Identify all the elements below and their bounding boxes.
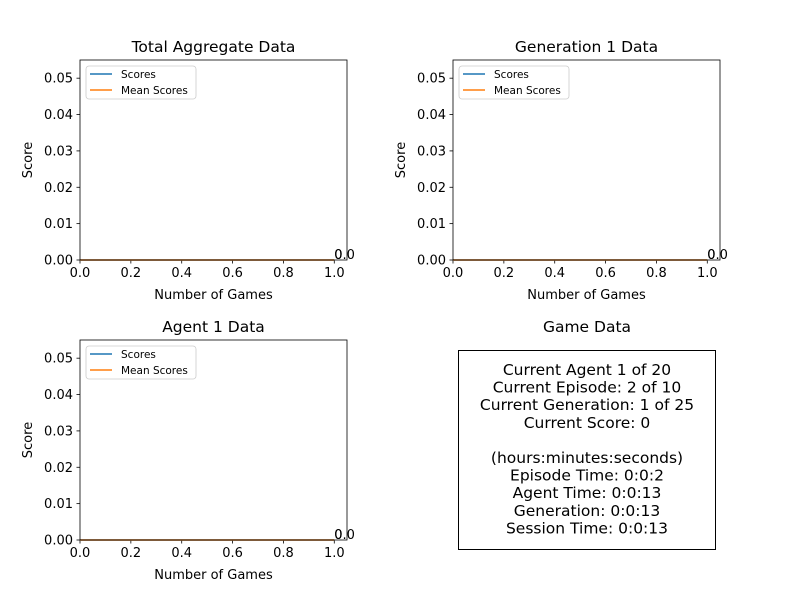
game-data-line: Current Score: 0 bbox=[524, 414, 651, 432]
y-tick-label: 0.00 bbox=[44, 254, 73, 269]
y-tick-label: 0.03 bbox=[44, 144, 73, 159]
chart-panels: Total Aggregate Data 0.0 0.2 0.4 0.6 0.8 1.0 0.… bbox=[21, 38, 728, 583]
y-tick-label: 0.03 bbox=[44, 424, 73, 439]
plot-frame bbox=[79, 339, 348, 541]
x-tick-label: 0.6 bbox=[595, 266, 616, 281]
game-data-line: Current Episode: 2 of 10 bbox=[493, 379, 682, 397]
plot-frame bbox=[79, 59, 348, 261]
legend-entry: Mean Scores bbox=[121, 365, 188, 377]
series-end-label: 0.0 bbox=[707, 248, 728, 263]
series-end-label: 0.0 bbox=[334, 528, 355, 543]
y-tick-label: 0.01 bbox=[44, 497, 73, 512]
x-tick-label: 0.6 bbox=[222, 546, 243, 561]
x-tick-label: 0.2 bbox=[121, 266, 142, 281]
y-axis-label: Score bbox=[21, 142, 36, 178]
x-tick-label: 0.6 bbox=[222, 266, 243, 281]
chart-title: Agent 1 Data bbox=[162, 318, 265, 336]
series-end-label: 0 bbox=[334, 248, 342, 263]
series-end-label: 0 bbox=[334, 528, 342, 543]
legend-box bbox=[85, 65, 197, 100]
y-tick-label: 0.01 bbox=[44, 217, 73, 232]
legend-box bbox=[85, 345, 197, 380]
plot-frame bbox=[452, 59, 721, 261]
y-tick-label: 0.03 bbox=[417, 144, 446, 159]
x-tick-label: 0.2 bbox=[494, 266, 515, 281]
chart-title: Generation 1 Data bbox=[515, 38, 658, 56]
x-tick-label: 0.0 bbox=[70, 546, 91, 561]
x-tick-label: 1.0 bbox=[324, 546, 345, 561]
x-tick-label: 0.4 bbox=[171, 266, 192, 281]
game-data-line: Agent Time: 0:0:13 bbox=[513, 484, 662, 502]
series-end-label: 0 bbox=[707, 248, 715, 263]
y-tick-label: 0.01 bbox=[417, 217, 446, 232]
x-tick-label: 0.8 bbox=[646, 266, 667, 281]
y-tick-label: 0.04 bbox=[44, 388, 73, 403]
y-tick-label: 0.05 bbox=[44, 72, 73, 87]
y-tick-label: 0.02 bbox=[44, 181, 73, 196]
legend: Scores Mean Scores bbox=[458, 65, 570, 100]
game-data-line: Generation: 0:0:13 bbox=[514, 502, 661, 520]
y-axis-label: Score bbox=[21, 422, 36, 458]
x-tick-label: 0.0 bbox=[70, 266, 91, 281]
game-data-title: Game Data bbox=[543, 318, 631, 336]
x-axis-label: Number of Games bbox=[154, 288, 273, 303]
legend: Scores Mean Scores bbox=[85, 65, 197, 100]
y-axis-label: Score bbox=[394, 142, 409, 178]
y-tick-label: 0.05 bbox=[417, 72, 446, 87]
y-tick-label: 0.00 bbox=[417, 254, 446, 269]
y-tick-label: 0.04 bbox=[417, 108, 446, 123]
x-tick-label: 1.0 bbox=[697, 266, 718, 281]
legend-entry: Scores bbox=[121, 349, 156, 361]
x-tick-label: 1.0 bbox=[324, 266, 345, 281]
game-data-line: Episode Time: 0:0:2 bbox=[510, 467, 664, 485]
legend-entry: Scores bbox=[494, 69, 529, 81]
chart-1: Total Aggregate Data 0.0 0.2 0.4 0.6 0.8 1.0 0.… bbox=[21, 38, 355, 303]
y-tick-label: 0.05 bbox=[44, 352, 73, 367]
y-tick-label: 0.02 bbox=[417, 181, 446, 196]
x-axis-label: Number of Games bbox=[527, 288, 646, 303]
x-tick-label: 0.8 bbox=[273, 266, 294, 281]
chart-title: Total Aggregate Data bbox=[131, 38, 296, 56]
y-tick-label: 0.00 bbox=[44, 534, 73, 549]
game-data-line: Current Agent 1 of 20 bbox=[503, 361, 671, 379]
legend-entry: Scores bbox=[121, 69, 156, 81]
x-tick-label: 0.4 bbox=[171, 546, 192, 561]
game-data-line: Current Generation: 1 of 25 bbox=[480, 396, 694, 414]
y-tick-label: 0.04 bbox=[44, 108, 73, 123]
legend-entry: Mean Scores bbox=[494, 85, 561, 97]
x-tick-label: 0.8 bbox=[273, 546, 294, 561]
x-tick-label: 0.2 bbox=[121, 546, 142, 561]
game-data-box bbox=[458, 350, 716, 550]
y-tick-label: 0.02 bbox=[44, 461, 73, 476]
legend: Scores Mean Scores bbox=[85, 345, 197, 380]
x-axis-label: Number of Games bbox=[154, 568, 273, 583]
legend-entry: Mean Scores bbox=[121, 85, 188, 97]
x-tick-label: 0.0 bbox=[443, 266, 464, 281]
x-tick-label: 0.4 bbox=[544, 266, 565, 281]
game-data-line: Session Time: 0:0:13 bbox=[506, 519, 668, 537]
series-end-label: 0.0 bbox=[334, 248, 355, 263]
legend-box bbox=[458, 65, 570, 100]
game-data-line: (hours:minutes:seconds) bbox=[491, 449, 683, 467]
